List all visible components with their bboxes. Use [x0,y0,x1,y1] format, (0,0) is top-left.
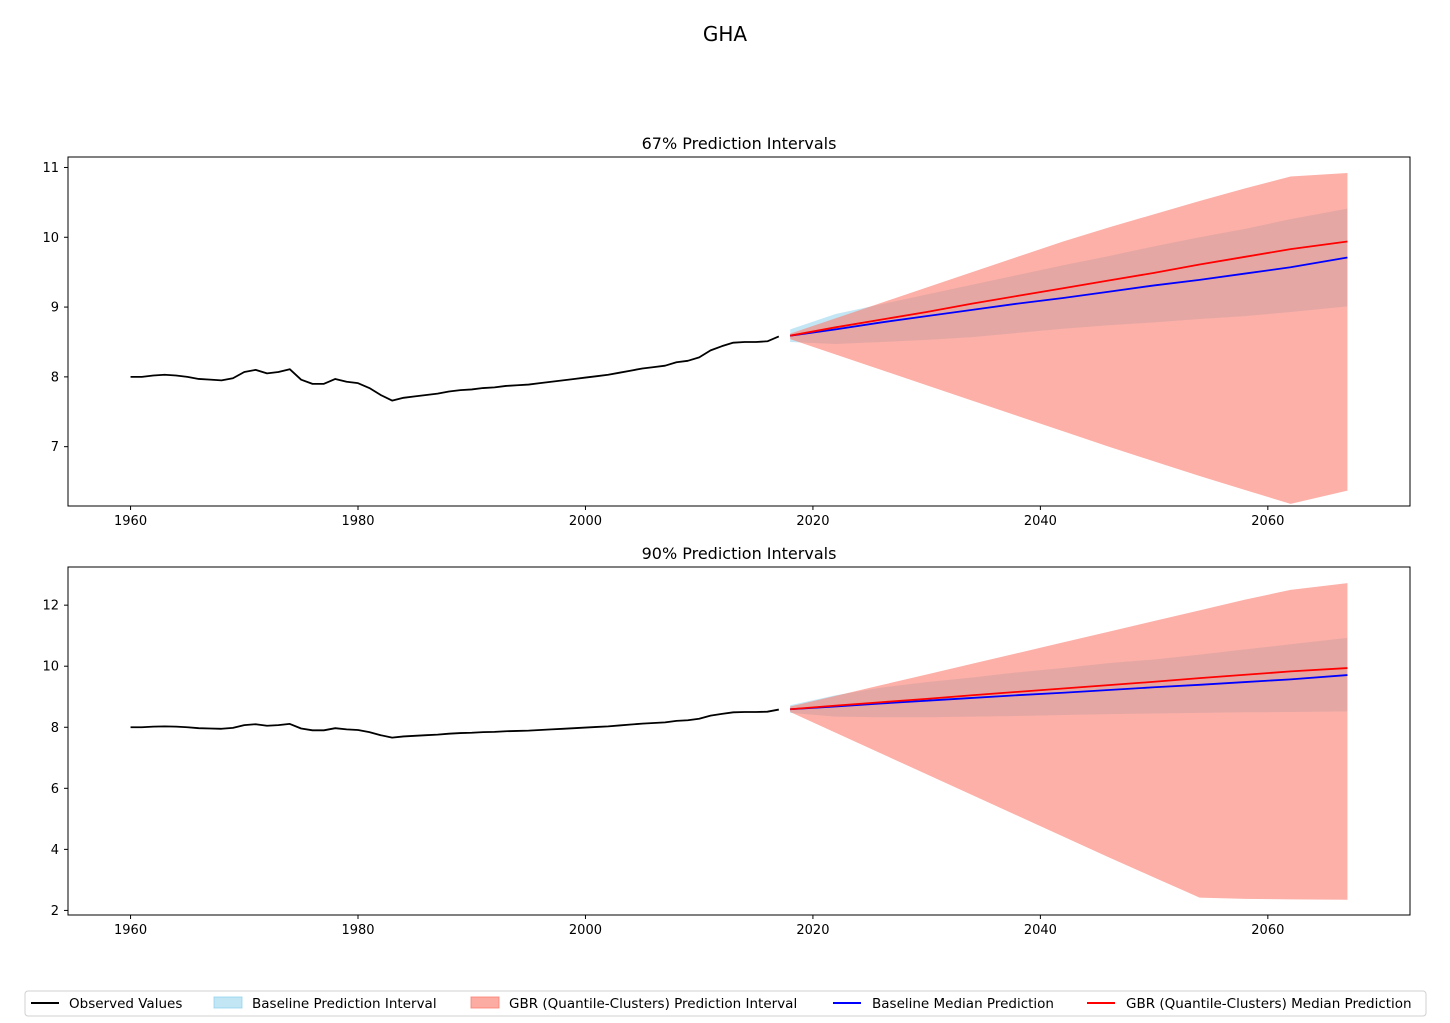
panel-67-x-tick-label: 1980 [341,514,374,529]
panel-90: 90% Prediction Intervals 1960 1980 2000 202… [42,544,1411,938]
panel-67-x-tick-label: 2060 [1251,514,1284,529]
panel-67-x-tick-label: 2020 [796,514,829,529]
panel-90-gbr-interval-band [790,583,1348,900]
panel-67-gbr-interval-band [790,173,1348,504]
panel-67-y-tick-label: 9 [51,301,59,316]
panel-90-y-tick-label: 4 [51,843,59,858]
panel-90-x-tick-label: 1980 [341,923,374,938]
legend-frame [24,990,1427,1017]
panel-67-observed-line [130,335,780,402]
panel-67-gbr-median-line [790,240,1348,337]
panel-90-y-tick-label: 12 [42,599,59,614]
panel-67-title: 67% Prediction Intervals [642,134,837,153]
panel-67-baseline-median-line [790,256,1348,337]
panel-90-y-tick-label: 6 [51,782,59,797]
panel-67-y-tick-label: 7 [51,440,59,455]
panel-67-ticks: 1960 1980 2000 2020 2040 2060 7 8 9 10 11 [42,161,1284,529]
panel-67-x-tick-label: 1960 [114,514,147,529]
panel-90-x-tick-label: 2020 [796,923,829,938]
panel-67-y-tick-label: 11 [42,161,59,176]
legend-swatch-gbr-interval [470,996,500,1009]
panel-67-x-tick-label: 2040 [1024,514,1057,529]
panel-90-frame [67,566,1411,916]
panel-90-y-tick-label: 10 [42,660,59,675]
figure-title: GHA [703,22,748,46]
legend-label-observed: Observed Values [69,996,182,1012]
panel-67-y-tick-label: 10 [42,231,59,246]
panel-90-x-tick-label: 2060 [1251,923,1284,938]
legend-label-gbr-interval: GBR (Quantile-Clusters) Prediction Inter… [509,996,797,1012]
panel-90-observed-line [130,708,779,739]
legend: Observed Values Baseline Prediction Inte… [24,990,1427,1017]
legend-label-baseline-median: Baseline Median Prediction [872,996,1054,1012]
legend-label-gbr-median: GBR (Quantile-Clusters) Median Predictio… [1126,996,1412,1012]
panel-90-y-tick-label: 2 [51,904,59,919]
panel-90-ticks: 1960 1980 2000 2020 2040 2060 2 4 6 8 10 12 [42,599,1284,938]
panel-90-x-tick-label: 2040 [1024,923,1057,938]
panel-90-x-tick-label: 2000 [569,923,602,938]
panel-67-marks [130,173,1348,504]
legend-swatch-baseline-interval [213,996,243,1009]
panel-90-x-tick-label: 1960 [114,923,147,938]
panel-90-title: 90% Prediction Intervals [642,544,837,563]
legend-label-baseline-interval: Baseline Prediction Interval [252,996,437,1012]
panel-67: 67% Prediction Intervals 1960 1980 2000 202… [42,134,1411,529]
panel-90-marks [130,583,1348,900]
panel-90-baseline-median-line [790,674,1348,711]
panel-67-x-tick-label: 2000 [569,514,602,529]
panel-90-gbr-median-line [790,667,1348,711]
panel-67-frame [67,156,1411,507]
panel-67-y-tick-label: 8 [51,370,59,385]
panel-90-y-tick-label: 8 [51,721,59,736]
